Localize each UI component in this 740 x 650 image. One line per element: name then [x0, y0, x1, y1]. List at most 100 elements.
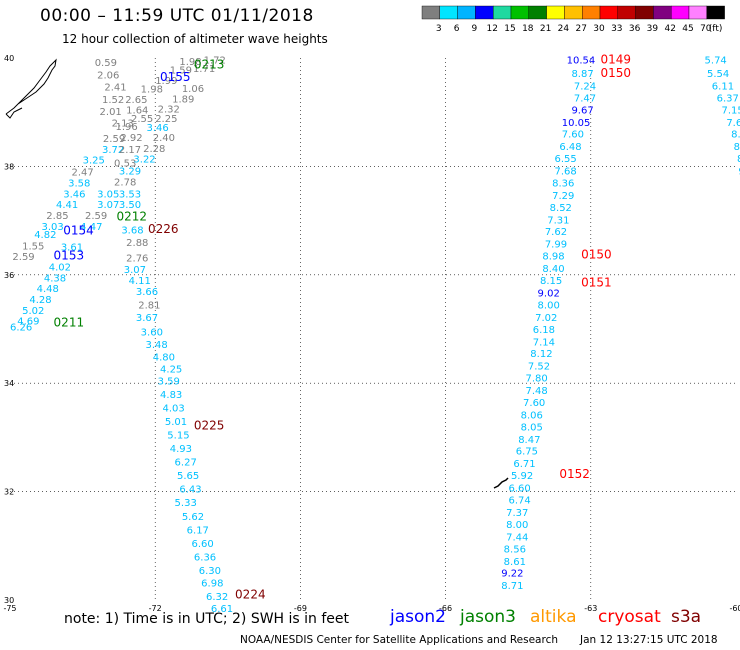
- swh-value: 8.47: [518, 435, 540, 446]
- lat-label: 36: [4, 271, 14, 280]
- swh-value: 8.71: [501, 581, 523, 592]
- swh-value: 3.58: [68, 178, 90, 189]
- swh-value: 2.40: [153, 133, 175, 144]
- swh-value: 2.81: [138, 300, 160, 311]
- swh-value: 3.25: [83, 156, 105, 167]
- pass-time-label: 0150: [600, 66, 631, 80]
- footer-note: note: 1) Time is in UTC; 2) SWH is in fe…: [64, 611, 350, 627]
- swh-value: 2.78: [114, 177, 136, 188]
- swh-value: 3.61: [61, 242, 83, 253]
- pass-time-label: 0226: [148, 222, 179, 236]
- swh-value: 10.54: [567, 55, 596, 66]
- legend-swatch: [457, 5, 476, 20]
- legend-tick-label: 45: [682, 24, 693, 34]
- map-title: 00:00 – 11:59 UTC 01/11/2018: [40, 6, 314, 26]
- swh-value: 4.48: [37, 284, 59, 295]
- swh-value: 2.92: [120, 133, 142, 144]
- legend-swatch: [688, 5, 707, 20]
- swh-value: 6.17: [187, 525, 209, 536]
- legend-swatch: [582, 5, 601, 20]
- swh-value: 7.47: [574, 93, 596, 104]
- legend-tick-label: 42: [664, 24, 675, 34]
- swh-value: 7.02: [535, 313, 557, 324]
- legend-swatch: [439, 5, 458, 20]
- swh-value: 4.93: [170, 444, 192, 455]
- swh-value: 4.28: [29, 295, 51, 306]
- swh-value: 7.37: [506, 508, 528, 519]
- swh-value: 1.98: [179, 57, 201, 68]
- legend-tick-label: 30: [593, 24, 605, 34]
- swh-value: 9.67: [571, 105, 593, 116]
- pass-time-label: 0212: [116, 210, 147, 224]
- swh-value: 8.40: [542, 264, 564, 275]
- pass-time-label: 0211: [54, 315, 85, 329]
- swh-value: 1.71: [193, 64, 215, 75]
- legend-jason3: jason3: [460, 607, 516, 627]
- swh-value: 7.80: [525, 374, 547, 385]
- swh-value: 3.68: [121, 226, 143, 237]
- swh-value: 3.07: [97, 200, 119, 211]
- swh-value: 1.64: [126, 105, 148, 116]
- swh-value: 3.53: [119, 189, 141, 200]
- swh-value: 0.53: [114, 158, 136, 169]
- map-subtitle: 12 hour collection of altimeter wave hei…: [62, 32, 328, 46]
- swh-value: 5.92: [511, 471, 533, 482]
- pass-time-label: 0225: [194, 418, 225, 432]
- legend-tick-label: 27: [575, 24, 586, 34]
- legend-tick-label: 24: [558, 24, 570, 34]
- legend-tick-label: 39: [647, 24, 659, 34]
- swh-value: 6.75: [516, 447, 538, 458]
- swh-value: 8.87: [571, 69, 593, 80]
- lon-label: -75: [3, 604, 16, 613]
- legend-swatch: [653, 5, 672, 20]
- swh-value: 3.05: [97, 189, 119, 200]
- color-scale-legend: 3 6 9 12 15 18 21 24 27 30 33 36 39 42 45 70(ft): [421, 5, 725, 34]
- swh-value: 6.32: [206, 592, 228, 603]
- swh-value: 5.02: [22, 306, 44, 317]
- swh-value: 2.59: [103, 134, 125, 145]
- swh-value: 5.33: [175, 498, 197, 509]
- swh-value: 2.59: [85, 211, 107, 222]
- us-east-coast: [5, 58, 57, 119]
- swh-value: 8.52: [550, 203, 572, 214]
- coastline: [5, 58, 509, 489]
- legend-tick-label: 21: [540, 24, 551, 34]
- swh-value: 3.46: [63, 189, 85, 200]
- legend-tick-label: (ft): [709, 24, 723, 34]
- swh-value: 2.17: [119, 145, 141, 156]
- swh-value: 1.99: [155, 76, 177, 87]
- swh-value: 8.36: [552, 178, 574, 189]
- swh-value: 7.15: [721, 105, 740, 116]
- swh-value: 1.06: [182, 84, 204, 95]
- legend-swatch: [510, 5, 529, 20]
- swh-value: 6.43: [179, 485, 201, 496]
- swh-value: 1.59: [170, 66, 192, 77]
- swh-value: 7.60: [562, 130, 584, 141]
- pass-time-label: 0150: [581, 248, 612, 262]
- swh-value: 4.25: [160, 364, 182, 375]
- swh-value: 2.32: [158, 105, 180, 116]
- lat-label: 30: [4, 596, 14, 605]
- pass-time-label: 0152: [559, 467, 590, 481]
- swh-value: 4.69: [17, 317, 39, 328]
- swh-value: 4.03: [162, 403, 184, 414]
- swh-value: 4.80: [153, 352, 175, 363]
- legend-swatch: [635, 5, 654, 20]
- swh-value: 1.72: [204, 55, 226, 66]
- swh-value: 2.59: [12, 252, 34, 263]
- swh-value: 2.47: [71, 168, 93, 179]
- legend-cryosat: cryosat: [598, 607, 661, 627]
- swh-value: 1.55: [22, 241, 44, 252]
- swh-value: 7.99: [545, 240, 567, 251]
- swh-value: 2.06: [97, 71, 119, 82]
- legend-tick-label: 12: [486, 24, 497, 34]
- swh-value: 6.60: [509, 484, 531, 495]
- legend-tick-label: 6: [454, 24, 460, 34]
- lat-label: 40: [4, 54, 14, 63]
- legend-swatch: [617, 5, 636, 20]
- swh-value: 2.41: [104, 83, 126, 94]
- swh-value: 10.05: [562, 118, 591, 129]
- legend-swatch: [599, 5, 618, 20]
- swh-value: 3.03: [41, 222, 63, 233]
- swh-value: 7.60: [523, 398, 545, 409]
